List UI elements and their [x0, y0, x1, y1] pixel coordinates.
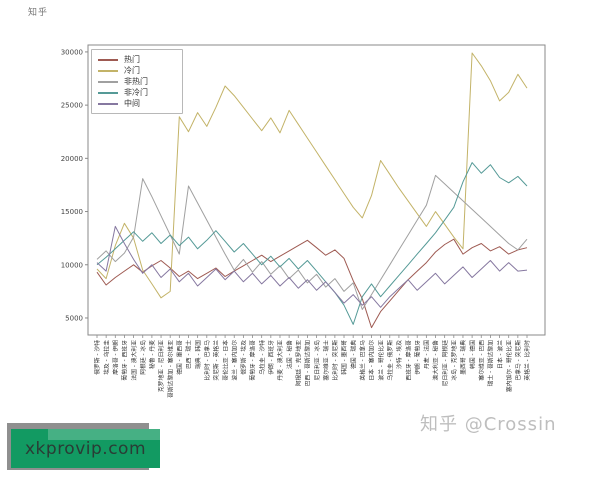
x-tick-label: 尼日利亚 - 冰岛 — [313, 340, 321, 381]
x-tick-label: 突尼斯 - 英格兰 — [212, 340, 220, 381]
legend-line-swatch — [98, 103, 118, 105]
site-badge: xkprovip.com — [11, 429, 160, 468]
zhihu-credit-watermark: 知乎 @Crossin — [420, 414, 557, 435]
x-tick-label: 哥斯达黎加 - 塞尔维亚 — [166, 340, 174, 398]
x-tick-label: 瑞士 - 哥斯达黎加 — [487, 340, 495, 387]
series-line-热门 — [96, 238, 528, 329]
x-tick-label: 塞尔维亚 - 巴西 — [477, 340, 485, 381]
x-tick-label: 波兰 - 塞内加尔 — [230, 340, 238, 381]
x-tick-label: 韩国 - 德国 — [468, 340, 476, 369]
zhihu-mini-watermark: 知乎 — [28, 8, 49, 18]
legend-item: 冷门 — [98, 66, 176, 76]
x-tick-label: 比利时 - 突尼斯 — [331, 340, 339, 381]
x-tick-label: 葡萄牙 - 摩洛哥 — [249, 340, 257, 381]
x-tick-label: 瑞典 - 韩国 — [194, 340, 202, 369]
x-tick-label: 塞尔维亚 - 瑞士 — [322, 340, 330, 381]
x-tick-label: 法国 - 澳大利亚 — [130, 340, 138, 381]
legend-line-swatch — [98, 59, 118, 61]
legend-line-swatch — [98, 70, 118, 72]
x-tick-label: 波兰 - 哥伦比亚 — [377, 340, 385, 381]
legend-item: 中间 — [98, 99, 176, 109]
legend-item: 非冷门 — [98, 88, 176, 98]
x-tick-label: 巴拿马 - 突尼斯 — [514, 340, 522, 381]
x-tick-label: 巴西 - 瑞士 — [185, 340, 193, 369]
y-tick-label: 20000 — [61, 155, 83, 163]
series-line-中间 — [96, 225, 528, 308]
x-tick-label: 乌拉圭 - 俄罗斯 — [386, 340, 394, 381]
y-tick-label: 15000 — [61, 208, 83, 216]
x-tick-label: 乌拉圭 - 沙特 — [258, 340, 266, 375]
x-tick-label: 哥伦比亚 - 日本 — [221, 340, 229, 381]
x-tick-label: 墨西哥 - 瑞典 — [459, 340, 467, 375]
x-tick-label: 伊朗 - 西班牙 — [267, 340, 275, 375]
x-tick-label: 尼日利亚 - 阿根廷 — [441, 340, 449, 387]
x-tick-label: 葡萄牙 - 西班牙 — [121, 340, 129, 381]
x-tick-label: 澳大利亚 - 秘鲁 — [432, 340, 440, 381]
legend-label: 非热门 — [124, 77, 148, 86]
x-tick-label: 阿根廷 - 克罗地亚 — [294, 340, 302, 387]
series-line-冷门 — [96, 52, 528, 299]
legend-label: 非冷门 — [124, 88, 148, 97]
x-tick-label: 英格兰 - 巴拿马 — [359, 340, 367, 381]
x-tick-label: 克罗地亚 - 尼日利亚 — [157, 340, 165, 392]
chart-legend: 热门冷门非热门非冷门中间 — [91, 49, 183, 114]
x-tick-label: 冰岛 - 克罗地亚 — [450, 340, 458, 381]
x-tick-label: 阿根廷 - 冰岛 — [139, 340, 147, 375]
x-tick-label: 法国 - 秘鲁 — [285, 340, 293, 369]
x-tick-label: 韩国 - 墨西哥 — [340, 340, 348, 375]
x-tick-label: 丹麦 - 澳大利亚 — [276, 340, 284, 381]
legend-label: 冷门 — [124, 66, 140, 75]
x-tick-label: 俄罗斯 - 埃及 — [240, 340, 248, 375]
x-tick-label: 塞内加尔 - 哥伦比亚 — [505, 340, 513, 392]
x-tick-label: 比利时 - 巴拿马 — [203, 340, 211, 381]
x-tick-label: 沙特 - 埃及 — [395, 340, 403, 369]
x-tick-label: 秘鲁 - 丹麦 — [148, 340, 156, 369]
series-line-非冷门 — [96, 162, 528, 325]
legend-item: 热门 — [98, 55, 176, 65]
x-tick-label: 伊朗 - 葡萄牙 — [413, 340, 421, 375]
x-tick-label: 英格兰 - 比利时 — [523, 340, 531, 381]
x-tick-label: 巴西 - 哥斯达黎加 — [304, 340, 312, 387]
series-line-非热门 — [96, 174, 528, 310]
y-tick-label: 30000 — [61, 48, 83, 56]
x-tick-label: 西班牙 - 摩洛哥 — [404, 340, 412, 381]
y-tick-label: 5000 — [65, 314, 83, 322]
legend-line-swatch — [98, 92, 118, 94]
x-tick-label: 日本 - 波兰 — [496, 340, 504, 369]
legend-item: 非热门 — [98, 77, 176, 87]
x-tick-label: 埃及 - 乌拉圭 — [102, 340, 110, 375]
x-tick-label: 德国 - 墨西哥 — [176, 340, 184, 375]
y-tick-label: 10000 — [61, 261, 83, 269]
site-badge-text: xkprovip.com — [25, 438, 146, 459]
site-badge-highlight — [48, 429, 160, 440]
x-tick-label: 摩洛哥 - 伊朗 — [111, 340, 119, 375]
y-tick-label: 25000 — [61, 102, 83, 110]
legend-label: 中间 — [124, 99, 140, 108]
x-tick-label: 日本 - 塞内加尔 — [368, 340, 376, 381]
legend-label: 热门 — [124, 55, 140, 64]
x-tick-label: 俄罗斯 - 沙特 — [93, 340, 101, 375]
legend-line-swatch — [98, 81, 118, 83]
x-tick-label: 丹麦 - 法国 — [423, 340, 431, 369]
x-tick-label: 德国 - 瑞典 — [349, 340, 357, 369]
